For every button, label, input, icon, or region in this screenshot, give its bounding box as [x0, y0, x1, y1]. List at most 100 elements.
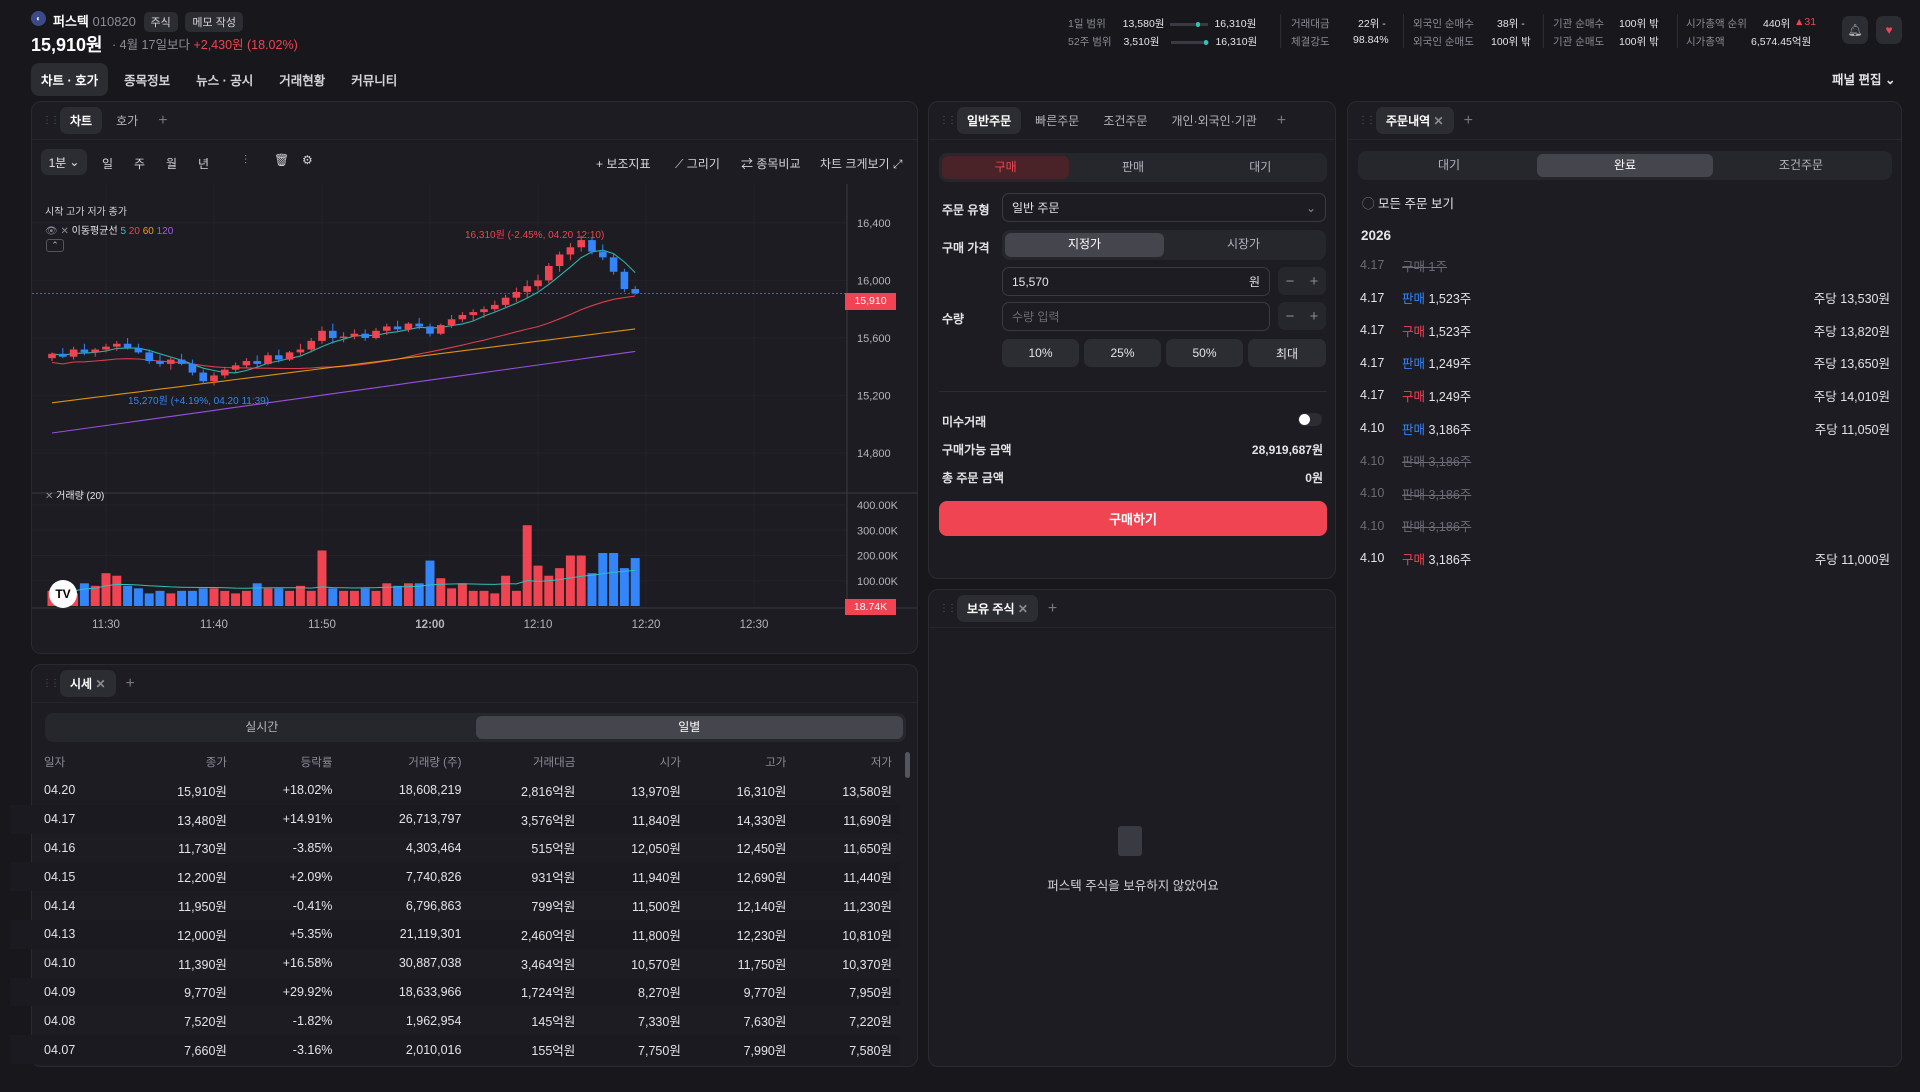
table-row[interactable]: 04.08 7,520원 -1.82% 1,962,954 145억원 7,330원 7,6… — [10, 1006, 900, 1035]
close-icon[interactable]: ✕ — [95, 677, 106, 691]
table-row[interactable]: 04.13 12,000원 +5.35% 21,119,301 2,460억원 11,80… — [10, 919, 900, 949]
add-tab-icon[interactable]: + — [125, 674, 135, 692]
list-item[interactable]: 4.17 구매 1,249주 주당 14,010원 — [1360, 380, 1890, 410]
table-cell: 12,450원 — [736, 842, 787, 857]
indicator-button[interactable]: + 보조지표 — [596, 155, 651, 172]
add-tab-icon[interactable]: + — [1047, 599, 1058, 617]
table-row[interactable]: 04.14 11,950원 -0.41% 6,796,863 799억원 11,500원 1… — [10, 891, 900, 920]
tab-orderbook[interactable]: 호가 — [116, 114, 139, 128]
period-day[interactable]: 일 — [102, 157, 114, 171]
compare-button[interactable]: ⇄ 종목비교 — [741, 155, 801, 172]
table-row[interactable]: 04.16 11,730원 -3.85% 4,303,464 515억원 12,050원 1… — [10, 834, 900, 863]
tab-general-order[interactable]: 일반주문 — [957, 107, 1022, 134]
filter-completed[interactable]: 완료 — [1537, 154, 1713, 177]
table-row[interactable]: 04.10 11,390원 +16.58% 30,887,038 3,464억원 10,5… — [10, 949, 900, 978]
list-item[interactable]: 4.17 구매 1,523주 주당 13,820원 — [1360, 315, 1890, 345]
tab-chart[interactable]: 차트 — [60, 107, 103, 134]
interval-select[interactable]: 1분 ⌄ — [41, 149, 87, 175]
nav-trading-status[interactable]: 거래현황 — [279, 74, 326, 88]
list-item[interactable]: 4.10 판매 3,186주 — [1360, 511, 1890, 541]
drag-handle-icon[interactable]: ⋮⋮ — [42, 678, 60, 689]
tab-conditional-order[interactable]: 조건주문 — [1103, 114, 1148, 128]
nav-stock-info[interactable]: 종목정보 — [124, 74, 171, 88]
tab-quotes[interactable]: 시세 ✕ — [60, 670, 116, 697]
qty-stepper[interactable]: − + — [1278, 302, 1326, 330]
price-stepper[interactable]: − + — [1278, 267, 1326, 295]
list-item[interactable]: 4.10 판매 3,186주 — [1360, 446, 1890, 476]
high-annotation: 16,310원 (-2.45%, 04.20 12:10) — [465, 230, 605, 241]
panel-edit-button[interactable]: 패널 편집 ⌄ — [1832, 69, 1895, 88]
close-icon[interactable]: ✕ — [60, 226, 69, 237]
minus-icon[interactable]: − — [1285, 272, 1295, 290]
drag-handle-icon[interactable]: ⋮⋮ — [42, 115, 60, 126]
bell-icon[interactable]: 🔔︎ — [1842, 16, 1868, 44]
collapse-icon[interactable]: ⌃ — [46, 239, 64, 252]
side-pending[interactable]: 대기 — [1249, 160, 1272, 174]
price-input[interactable]: 15,570 원 — [1002, 267, 1270, 296]
candle-style-icon[interactable]: ⫶ — [244, 153, 248, 167]
minus-icon[interactable]: − — [1285, 307, 1295, 325]
close-icon[interactable]: ✕ — [45, 491, 57, 502]
margin-toggle[interactable] — [1298, 413, 1322, 426]
close-icon[interactable]: ✕ — [1433, 114, 1444, 128]
plus-icon[interactable]: + — [1309, 307, 1319, 325]
empty-holdings-text: 퍼스텍 주식을 보유하지 않았어요 — [1047, 879, 1219, 893]
segment-realtime[interactable]: 실시간 — [245, 720, 279, 734]
trash-icon[interactable]: 🗑︎ — [274, 153, 290, 167]
list-item[interactable]: 4.17 판매 1,249주 주당 13,650원 — [1360, 348, 1890, 378]
pct-25-button[interactable]: 25% — [1084, 339, 1161, 367]
heart-icon[interactable]: ♥ — [1876, 16, 1902, 44]
list-item[interactable]: 4.10 판매 3,186주 — [1360, 478, 1890, 508]
filter-conditional[interactable]: 조건주문 — [1778, 158, 1824, 172]
pct-50-button[interactable]: 50% — [1166, 339, 1243, 367]
tab-investor-trend[interactable]: 개인·외국인·기관 — [1171, 114, 1257, 128]
list-item[interactable]: 4.17 판매 1,523주 주당 13,530원 — [1360, 283, 1890, 313]
market-price-button[interactable]: 시장가 — [1226, 237, 1261, 251]
nav-chart-orderbook[interactable]: 차트 · 호가 — [31, 63, 109, 96]
table-row[interactable]: 04.07 7,660원 -3.16% 2,010,016 155억원 7,750원 7,9… — [10, 1035, 900, 1064]
gear-icon[interactable]: ⚙ — [302, 153, 313, 167]
tab-holdings[interactable]: 보유 주식 ✕ — [957, 595, 1038, 622]
plus-icon[interactable]: + — [1309, 272, 1319, 290]
period-week[interactable]: 주 — [134, 157, 146, 171]
table-row[interactable]: 04.15 12,200원 +2.09% 7,740,826 931억원 11,940원 1… — [10, 862, 900, 892]
table-row[interactable]: 04.09 9,770원 +29.92% 18,633,966 1,724억원 8,270… — [10, 977, 900, 1007]
draw-button[interactable]: ⟋ 그리기 — [675, 155, 720, 172]
list-item[interactable]: 4.10 판매 3,186주 주당 11,050원 — [1360, 413, 1890, 443]
close-icon[interactable]: ✕ — [1017, 602, 1028, 616]
add-tab-icon[interactable]: + — [1463, 111, 1473, 129]
nav-news[interactable]: 뉴스 · 공시 — [196, 74, 254, 88]
memo-button[interactable]: 메모 작성 — [185, 12, 243, 32]
side-buy[interactable]: 구매 — [942, 156, 1070, 179]
candle — [59, 348, 67, 359]
drag-handle-icon[interactable]: ⋮⋮ — [1358, 115, 1376, 126]
qty-input[interactable]: 수량 입력 — [1002, 302, 1270, 331]
candlestick-chart[interactable]: 16,400 16,000 15,600 15,200 14,800 400.00K 300… — [32, 184, 918, 654]
show-all-orders[interactable]: ◯ 모든 주문 보기 — [1362, 193, 1454, 212]
buy-submit-button[interactable]: 구매하기 — [939, 501, 1327, 536]
table-row[interactable]: 04.20 15,910원 +18.02% 18,608,219 2,816억원 13,9… — [10, 776, 900, 805]
list-item[interactable]: 4.10 구매 3,186주 주당 11,000원 — [1360, 543, 1890, 573]
add-tab-icon[interactable]: + — [1276, 111, 1287, 129]
order-type-select[interactable]: 일반 주문 ⌄ — [1002, 193, 1326, 222]
pct-max-button[interactable]: 최대 — [1248, 339, 1326, 367]
pct-10-button[interactable]: 10% — [1002, 339, 1079, 367]
eye-icon[interactable]: 👁︎ — [45, 226, 58, 237]
add-tab-icon[interactable]: + — [158, 111, 168, 129]
tab-quick-order[interactable]: 빠른주문 — [1035, 114, 1080, 128]
candle — [134, 343, 143, 354]
drag-handle-icon[interactable]: ⋮⋮ — [939, 603, 957, 614]
side-sell[interactable]: 판매 — [1121, 160, 1145, 174]
scrollbar[interactable] — [905, 752, 910, 778]
nav-community[interactable]: 커뮤니티 — [351, 74, 398, 88]
table-row[interactable]: 04.17 13,480원 +14.91% 26,713,797 3,576억원 11,8… — [10, 804, 900, 834]
filter-pending[interactable]: 대기 — [1437, 158, 1461, 172]
period-month[interactable]: 월 — [166, 157, 178, 171]
drag-handle-icon[interactable]: ⋮⋮ — [939, 115, 957, 126]
tab-order-history[interactable]: 주문내역 ✕ — [1376, 107, 1454, 134]
fullscreen-button[interactable]: 차트 크게보기 ⤢ — [820, 155, 903, 172]
segment-daily[interactable]: 일별 — [475, 716, 903, 739]
limit-price-button[interactable]: 지정가 — [1005, 233, 1164, 257]
list-item[interactable]: 4.17 구매 1주 — [1360, 250, 1890, 280]
period-year[interactable]: 년 — [198, 157, 210, 171]
